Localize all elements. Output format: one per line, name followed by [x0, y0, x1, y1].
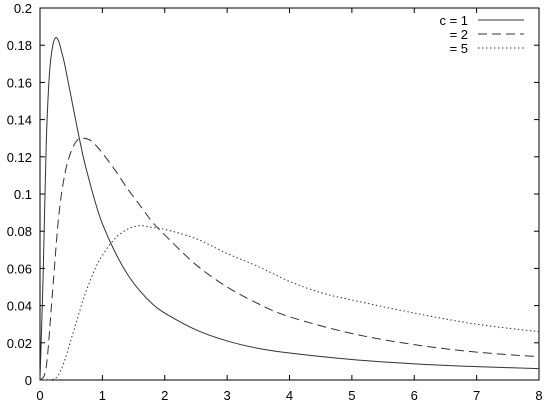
series-line-3: [39, 225, 540, 381]
x-tick-label: 3: [224, 388, 231, 403]
x-axis: 0 1 2 3 4 5 6 7 8: [36, 8, 543, 403]
legend-label: c = 1: [439, 13, 468, 28]
x-tick-label: 6: [411, 388, 418, 403]
y-tick-label: 0.02: [7, 336, 32, 351]
y-tick-label: 0.14: [7, 113, 32, 128]
x-tick-label: 0: [36, 388, 43, 403]
y-tick-label: 0.08: [7, 224, 32, 239]
x-tick-label: 5: [348, 388, 355, 403]
legend: c = 1= 2= 5: [439, 13, 524, 56]
series-line-1: [39, 37, 540, 381]
x-tick-label: 8: [535, 388, 542, 403]
plot-frame: [39, 7, 540, 381]
y-tick-label: 0.18: [7, 38, 32, 53]
x-tick-label: 7: [473, 388, 480, 403]
y-tick-label: 0.04: [7, 299, 32, 314]
y-axis: 0 0.02 0.04 0.06 0.08 0.1 0.12 0.14 0.16 0.18 0.2: [7, 1, 539, 388]
y-tick-label: 0.06: [7, 261, 32, 276]
x-tick-label: 2: [161, 388, 168, 403]
series-layer: [39, 37, 540, 381]
y-tick-label: 0.16: [7, 75, 32, 90]
x-tick-label: 1: [99, 388, 106, 403]
x-tick-label: 4: [286, 388, 293, 403]
y-tick-label: 0.2: [14, 1, 32, 16]
y-tick-label: 0.12: [7, 150, 32, 165]
legend-label: = 5: [450, 41, 468, 56]
legend-label: = 2: [450, 27, 468, 42]
series-line-2: [39, 137, 540, 381]
y-tick-label: 0: [25, 373, 32, 388]
y-tick-label: 0.1: [14, 187, 32, 202]
